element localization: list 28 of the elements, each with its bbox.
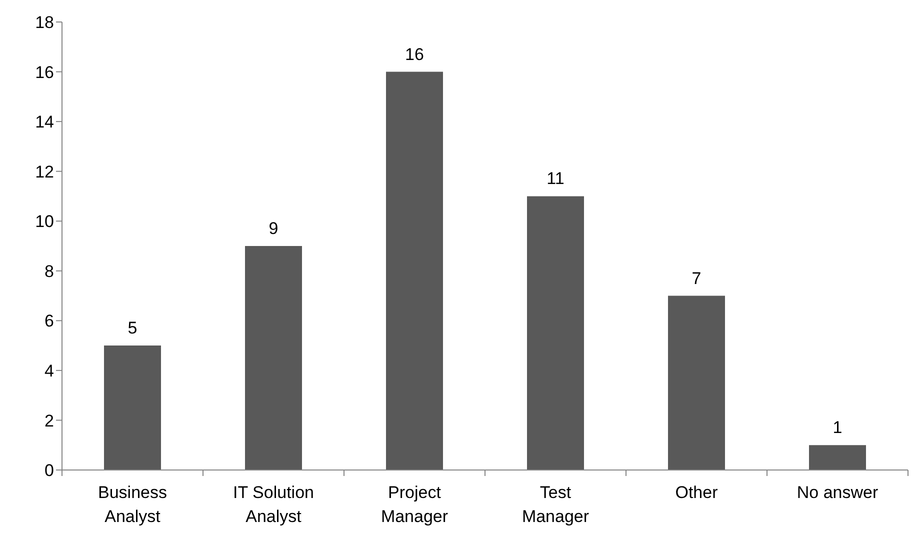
- y-tick-label: 6: [44, 312, 54, 331]
- x-tick-label: Test Manager: [522, 483, 590, 526]
- data-label: 7: [692, 268, 702, 288]
- y-tick-label: 8: [44, 262, 54, 281]
- x-tick-label: Project Manager: [380, 483, 448, 526]
- y-tick-label: 10: [35, 212, 54, 232]
- bar: [104, 346, 161, 470]
- x-tick-label: Other: [675, 483, 718, 502]
- bar: [245, 246, 302, 470]
- y-tick-label: 16: [35, 62, 54, 82]
- bar: [386, 72, 443, 470]
- y-tick-label: 12: [35, 162, 54, 182]
- bar: [668, 296, 725, 470]
- bar: [809, 445, 866, 470]
- data-label: 9: [268, 219, 278, 238]
- x-tick-label: No answer: [796, 483, 878, 502]
- data-label: 16: [405, 44, 424, 64]
- y-tick-label: 14: [35, 112, 54, 132]
- data-label: 5: [128, 318, 138, 338]
- y-tick-label: 4: [44, 361, 54, 380]
- y-tick-label: 0: [44, 461, 54, 480]
- x-tick-label: IT Solution Analyst: [233, 483, 314, 526]
- data-label: 1: [832, 418, 842, 438]
- x-tick-label: Business Analyst: [98, 483, 167, 526]
- data-label: 11: [546, 169, 564, 188]
- y-tick-label: 2: [44, 411, 54, 430]
- bar: [527, 196, 584, 470]
- y-tick-label: 18: [35, 13, 54, 32]
